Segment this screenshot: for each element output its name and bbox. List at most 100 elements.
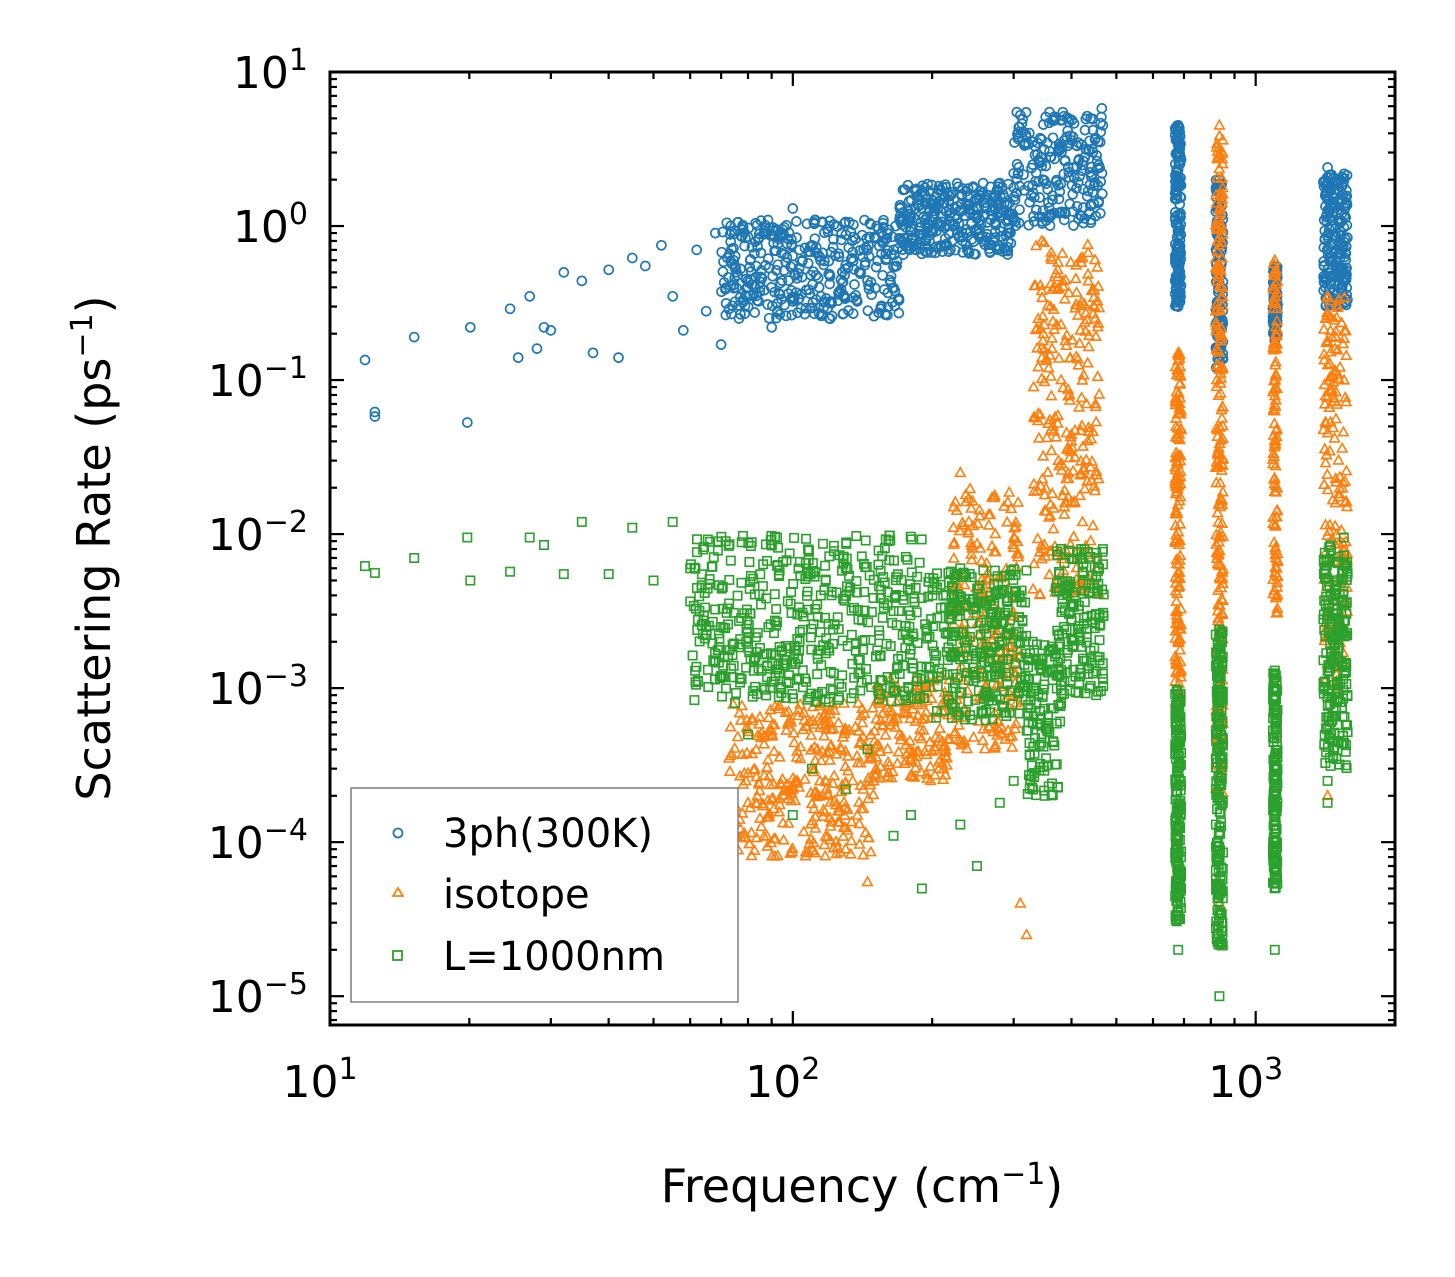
data-point-isotope <box>1032 431 1046 443</box>
data-point-3ph <box>919 197 931 209</box>
data-point-isotope <box>1040 431 1053 443</box>
data-point-isotope <box>967 730 980 742</box>
data-point-l1000nm <box>878 572 889 583</box>
data-point-l1000nm <box>891 572 902 583</box>
data-point-3ph <box>717 226 728 238</box>
data-point-3ph <box>1052 179 1064 191</box>
data-point-3ph <box>742 231 754 243</box>
data-point-3ph <box>992 206 1004 218</box>
data-point-isotope <box>804 832 818 844</box>
data-point-3ph <box>1068 220 1079 231</box>
data-point-3ph <box>735 263 746 275</box>
data-point-l1000nm <box>821 633 832 644</box>
data-point-isotope <box>1174 376 1187 388</box>
data-point-l1000nm <box>1171 737 1182 748</box>
data-point-isotope <box>1332 490 1346 502</box>
data-point-3ph <box>677 325 689 336</box>
data-point-3ph <box>891 255 903 267</box>
data-point-l1000nm <box>901 695 912 706</box>
data-point-l1000nm <box>1023 674 1034 685</box>
data-point-isotope <box>788 736 801 748</box>
data-point-3ph <box>1325 267 1337 279</box>
data-point-l1000nm <box>744 583 755 594</box>
data-point-l1000nm <box>920 681 931 692</box>
data-point-isotope <box>1035 552 1049 564</box>
data-point-l1000nm <box>1078 558 1089 569</box>
data-point-isotope <box>1045 444 1058 456</box>
data-point-isotope <box>1047 501 1060 513</box>
data-point-isotope <box>1326 493 1339 505</box>
data-point-l1000nm <box>946 580 957 591</box>
data-point-isotope <box>1009 515 1022 527</box>
data-point-isotope <box>794 752 807 764</box>
data-point-l1000nm <box>1320 676 1331 687</box>
data-point-isotope <box>862 792 875 804</box>
data-point-l1000nm <box>996 618 1007 629</box>
data-point-isotope <box>947 551 960 563</box>
data-point-l1000nm <box>900 626 911 637</box>
data-point-isotope <box>1321 468 1334 480</box>
data-point-l1000nm <box>1211 856 1222 867</box>
data-point-isotope <box>1340 604 1354 616</box>
data-point-l1000nm <box>935 602 946 613</box>
data-point-isotope <box>1317 322 1331 334</box>
data-point-l1000nm <box>1325 540 1336 551</box>
data-point-isotope <box>786 842 799 854</box>
data-point-l1000nm <box>773 569 784 580</box>
data-point-l1000nm <box>1172 831 1183 842</box>
data-point-l1000nm <box>972 597 983 608</box>
data-point-isotope <box>965 547 978 559</box>
data-point-isotope <box>813 774 827 786</box>
data-point-isotope <box>1323 524 1336 536</box>
data-point-isotope <box>830 847 843 859</box>
data-point-isotope <box>767 802 781 814</box>
data-point-3ph <box>603 264 615 276</box>
data-point-l1000nm <box>860 535 871 546</box>
data-point-isotope <box>760 829 774 841</box>
data-point-isotope <box>761 793 775 805</box>
data-point-isotope <box>1084 534 1097 546</box>
data-point-isotope <box>1320 311 1333 323</box>
data-point-l1000nm <box>769 615 780 626</box>
data-point-isotope <box>1036 334 1050 346</box>
data-point-l1000nm <box>798 611 809 622</box>
data-point-isotope <box>1269 369 1282 381</box>
data-point-isotope <box>1060 472 1073 484</box>
data-point-3ph <box>656 239 667 251</box>
data-point-isotope <box>1213 420 1227 432</box>
data-point-isotope <box>1269 358 1282 370</box>
data-point-isotope <box>1321 426 1334 438</box>
data-point-isotope <box>1335 316 1348 328</box>
data-point-l1000nm <box>912 637 923 648</box>
data-point-isotope <box>997 499 1011 511</box>
data-point-l1000nm <box>800 573 811 584</box>
data-point-l1000nm <box>820 560 831 571</box>
data-point-isotope <box>1211 506 1224 518</box>
data-point-isotope <box>856 716 869 728</box>
data-point-isotope <box>895 729 909 741</box>
data-point-isotope <box>1075 391 1088 403</box>
data-point-l1000nm <box>1029 645 1040 656</box>
data-point-isotope <box>982 518 995 530</box>
data-point-3ph <box>504 303 516 315</box>
data-point-3ph <box>824 313 836 325</box>
data-point-l1000nm <box>1216 705 1227 716</box>
data-point-l1000nm <box>950 630 961 641</box>
data-point-isotope <box>1170 507 1183 519</box>
data-point-isotope <box>1268 404 1281 416</box>
data-point-isotope <box>948 536 961 548</box>
data-point-isotope <box>1076 439 1090 451</box>
data-point-3ph <box>751 295 763 306</box>
data-point-l1000nm <box>749 589 760 600</box>
data-point-3ph <box>945 189 957 200</box>
data-point-l1000nm <box>1032 639 1043 650</box>
data-point-l1000nm <box>712 644 723 655</box>
data-point-3ph <box>1172 301 1184 312</box>
data-point-l1000nm <box>736 537 747 548</box>
data-point-3ph <box>1075 139 1087 150</box>
data-point-isotope <box>1020 928 1033 940</box>
data-point-3ph <box>709 227 721 239</box>
data-point-isotope <box>1172 635 1185 647</box>
data-point-isotope <box>1216 181 1229 193</box>
data-point-isotope <box>752 717 766 729</box>
